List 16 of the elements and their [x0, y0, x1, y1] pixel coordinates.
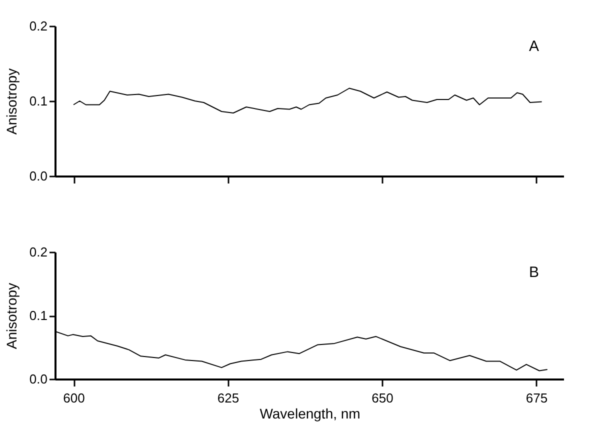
- y-axis-title: Anisotropy: [3, 282, 20, 350]
- annotation: B: [528, 264, 540, 281]
- y-axis-title: Anisotropy: [3, 68, 20, 135]
- y-tick-label: 0.0: [29, 168, 48, 184]
- x-tick-label: 600: [63, 390, 85, 406]
- y-tick-label: 0.2: [29, 244, 48, 260]
- x-tick-label: 650: [372, 390, 394, 406]
- line-series: [73, 88, 542, 114]
- y-tick-label: 0.1: [29, 94, 48, 108]
- y-tick-label: 0.1: [29, 308, 48, 323]
- x-tick-label: 675: [526, 390, 548, 406]
- y-tick-label: 0.0: [29, 372, 48, 386]
- annotation: A: [528, 38, 540, 55]
- x-axis-title: Wavelength, nm: [260, 406, 360, 422]
- y-tick-label: 0.2: [29, 18, 48, 34]
- x-tick-label: 625: [217, 390, 240, 406]
